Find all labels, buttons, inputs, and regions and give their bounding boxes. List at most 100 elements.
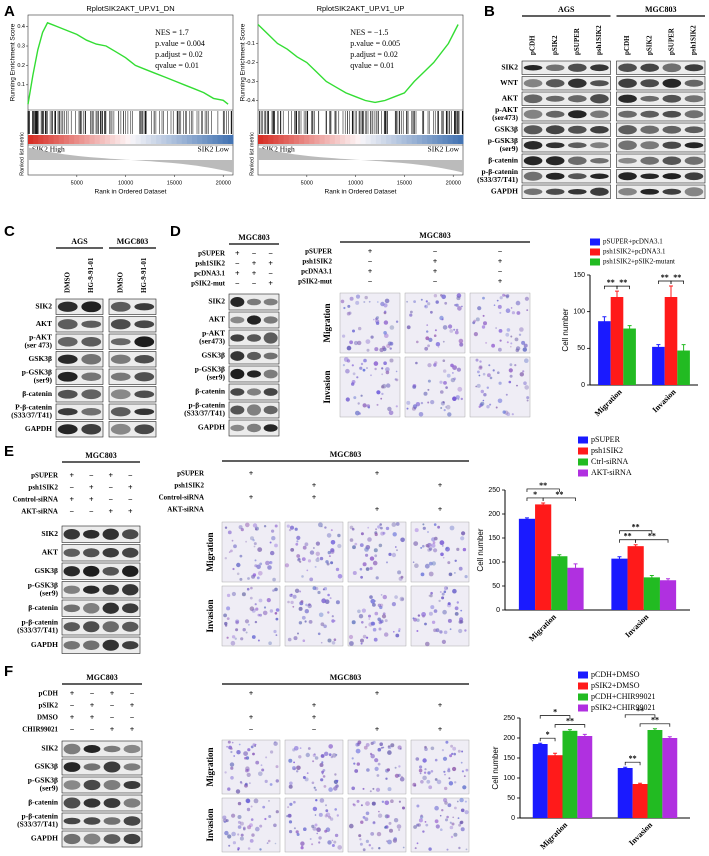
cell xyxy=(392,532,397,537)
blot-band xyxy=(122,565,139,577)
error-bar xyxy=(649,574,654,580)
rank-gradient xyxy=(334,135,341,144)
blot-strip xyxy=(228,401,280,419)
bar xyxy=(598,321,611,385)
cell xyxy=(427,771,431,775)
cell xyxy=(499,296,503,300)
cell xyxy=(511,413,514,416)
cell xyxy=(475,385,478,388)
condition-label: psh1SIK2 xyxy=(195,260,225,268)
blot-band xyxy=(568,173,587,180)
cell xyxy=(328,753,332,757)
group-header: MGC803 xyxy=(238,233,270,242)
cell xyxy=(486,405,490,409)
condition-sign: − xyxy=(130,713,135,722)
row-label: WNT xyxy=(500,78,518,87)
cell xyxy=(352,803,355,806)
cell xyxy=(354,769,359,773)
cell xyxy=(324,526,327,529)
blot-band xyxy=(662,94,682,103)
blot-strip xyxy=(616,184,706,199)
cell xyxy=(351,364,354,367)
cell xyxy=(301,557,306,561)
cell xyxy=(375,528,378,531)
condition-label: DMSO xyxy=(37,714,59,722)
cell xyxy=(292,605,295,608)
cell xyxy=(335,753,338,756)
cell xyxy=(398,800,401,803)
cell xyxy=(292,766,296,771)
cell xyxy=(458,566,463,571)
bar xyxy=(610,297,624,385)
cell xyxy=(316,556,319,559)
cell xyxy=(294,588,300,593)
cell xyxy=(511,311,515,315)
cell xyxy=(464,810,469,815)
cell xyxy=(427,548,431,552)
cell xyxy=(383,361,387,366)
cell xyxy=(349,296,354,301)
cell xyxy=(447,618,452,623)
condition-sign: + xyxy=(89,483,94,492)
blot-strip xyxy=(616,60,706,75)
panel-label: B xyxy=(484,3,495,20)
cell xyxy=(239,577,243,581)
cell xyxy=(362,562,367,567)
row-label: AKT xyxy=(36,319,52,328)
row-label: (ser9) xyxy=(500,144,519,153)
condition-sign: + xyxy=(249,689,254,698)
cell xyxy=(476,383,481,388)
cell xyxy=(340,299,345,304)
row-label: SIK2 xyxy=(501,62,518,71)
legend-label: pCDH+CHIR99021 xyxy=(591,692,656,701)
blot-band xyxy=(57,371,78,382)
condition-sign: + xyxy=(438,701,443,710)
cell xyxy=(370,754,375,759)
rank-gradient xyxy=(340,135,346,144)
cell xyxy=(328,787,333,792)
cell xyxy=(386,561,388,564)
condition-sign: − xyxy=(110,713,115,722)
cell xyxy=(380,397,383,400)
cell xyxy=(479,366,482,369)
condition-label: AKT-siRNA xyxy=(21,508,58,516)
cell xyxy=(235,619,240,624)
rank-gradient xyxy=(263,135,269,144)
condition-sign: − xyxy=(252,279,257,288)
cell xyxy=(288,758,293,763)
cell xyxy=(365,567,370,571)
cell xyxy=(397,570,402,575)
rank-gradient xyxy=(386,135,392,144)
cell xyxy=(433,548,438,553)
blot-band xyxy=(590,126,609,134)
blot-band xyxy=(545,79,565,88)
cell xyxy=(266,598,271,603)
cell xyxy=(256,576,260,580)
row-label: SIK2 xyxy=(41,744,58,753)
cell xyxy=(464,629,467,632)
row-label: p-GSK3β xyxy=(488,136,518,145)
cell xyxy=(399,776,405,782)
condition-sign: + xyxy=(312,493,317,502)
cell xyxy=(457,386,463,392)
cell xyxy=(330,755,334,759)
cell xyxy=(247,847,251,850)
cell xyxy=(434,778,438,781)
blot-band xyxy=(247,370,261,378)
cell xyxy=(237,820,241,824)
blot-band xyxy=(134,390,155,399)
blot-band xyxy=(63,604,80,613)
blot-band xyxy=(684,64,704,72)
row-label: Invasion xyxy=(322,370,332,403)
micrograph xyxy=(221,585,281,647)
cell xyxy=(445,740,449,744)
cell xyxy=(333,840,337,844)
row-label: p-β-catenin xyxy=(22,617,59,626)
error-bar xyxy=(652,728,657,732)
cell xyxy=(473,332,478,337)
cell xyxy=(422,830,425,833)
row-label: GSK3β xyxy=(34,762,58,771)
blot-band xyxy=(230,334,245,342)
row-label: GAPDH xyxy=(31,640,58,649)
cell xyxy=(325,809,329,813)
